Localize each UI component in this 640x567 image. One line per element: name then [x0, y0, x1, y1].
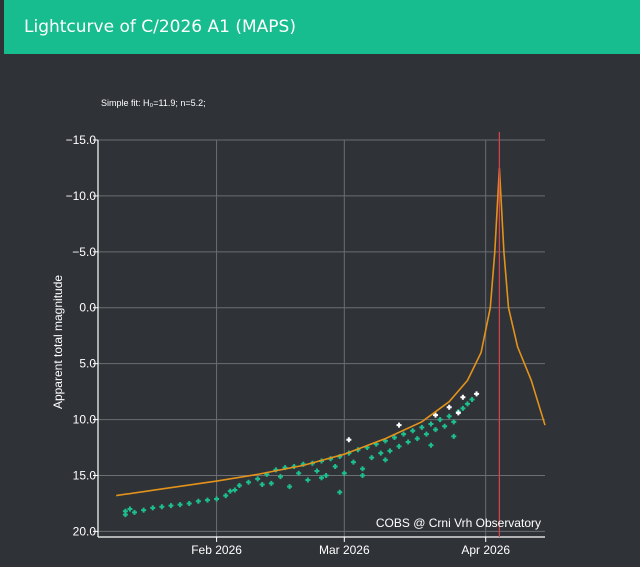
observation-point — [405, 439, 411, 445]
x-tick-label: Mar 2026 — [319, 543, 370, 557]
observation-point — [323, 472, 329, 478]
axes: −15.0 −10.0 −5.0 0.0 5.0 10.0 15.0 20.0 Feb 2026… — [66, 133, 545, 557]
observation-point — [378, 450, 384, 456]
observation-point — [277, 474, 283, 480]
y-tick-label: −15.0 — [66, 133, 97, 147]
observation-point — [469, 396, 475, 402]
observation-point — [204, 497, 210, 503]
observation-point — [223, 493, 229, 499]
observation-point-alt — [446, 404, 452, 410]
observation-point — [159, 504, 165, 510]
observation-point — [369, 455, 375, 461]
observation-point-alt — [396, 422, 402, 428]
observation-point — [464, 401, 470, 407]
chart-title: Lightcurve of C/2026 A1 (MAPS) — [24, 17, 296, 37]
observation-point — [214, 496, 220, 502]
observation-point — [296, 470, 302, 476]
observation-point — [437, 417, 443, 423]
x-tick-label: Feb 2026 — [191, 543, 242, 557]
data-marks — [116, 132, 546, 537]
y-tick-label: 10.0 — [73, 413, 97, 427]
observation-point — [150, 505, 156, 511]
observation-point — [451, 433, 457, 439]
y-tick-label: 20.0 — [73, 524, 97, 538]
observation-point — [268, 480, 274, 486]
y-tick-label: −10.0 — [66, 189, 97, 203]
observation-point — [419, 424, 425, 430]
observation-point — [442, 423, 448, 429]
title-bar: Lightcurve of C/2026 A1 (MAPS) — [4, 0, 640, 54]
observation-point — [360, 466, 366, 472]
observation-point — [232, 487, 238, 493]
observation-point — [451, 419, 457, 425]
observation-point — [227, 488, 233, 494]
observation-point — [350, 459, 356, 465]
observation-point — [360, 472, 366, 478]
observation-point — [396, 443, 402, 449]
observation-point — [401, 431, 407, 437]
observation-point — [410, 428, 416, 434]
observation-point — [428, 421, 434, 427]
observation-point — [446, 413, 452, 419]
observation-point — [337, 489, 343, 495]
fit-curve — [116, 167, 546, 497]
observation-point-alt — [474, 391, 480, 397]
observation-point — [141, 507, 147, 513]
observation-point — [259, 481, 265, 487]
observation-point — [314, 468, 320, 474]
observation-point — [341, 470, 347, 476]
x-tick-label: Apr 2026 — [461, 543, 510, 557]
observation-point — [195, 498, 201, 504]
observation-point — [131, 509, 137, 515]
observation-point — [414, 436, 420, 442]
observation-point — [391, 434, 397, 440]
observation-point-alt — [460, 394, 466, 400]
observation-point — [246, 479, 252, 485]
observation-point — [460, 405, 466, 411]
observation-point — [122, 512, 128, 518]
observation-point-alt — [346, 437, 352, 443]
observation-point — [423, 431, 429, 437]
observation-point — [428, 442, 434, 448]
y-tick-label: 15.0 — [73, 468, 97, 482]
observation-point — [236, 483, 242, 489]
observation-point-alt — [455, 410, 461, 416]
y-tick-label: 0.0 — [79, 301, 96, 315]
observation-point — [168, 503, 174, 509]
observation-point — [382, 457, 388, 463]
watermark: COBS @ Crni Vrh Observatory — [376, 516, 541, 530]
observation-point — [177, 502, 183, 508]
observation-point — [255, 476, 261, 482]
observation-point — [305, 477, 311, 483]
observation-point-alt — [433, 412, 439, 418]
observation-point — [186, 500, 192, 506]
observation-point — [332, 464, 338, 470]
y-tick-label: 5.0 — [79, 357, 96, 371]
observation-point — [319, 475, 324, 481]
observation-point — [127, 506, 133, 512]
observation-point — [433, 427, 439, 433]
observation-point — [287, 484, 293, 490]
observation-point — [387, 448, 393, 454]
y-axis-label: Apparent total magnitude — [51, 275, 65, 409]
y-tick-label: −5.0 — [72, 245, 96, 259]
fit-note: Simple fit: H₀=11.9; n=5.2; — [101, 98, 206, 108]
